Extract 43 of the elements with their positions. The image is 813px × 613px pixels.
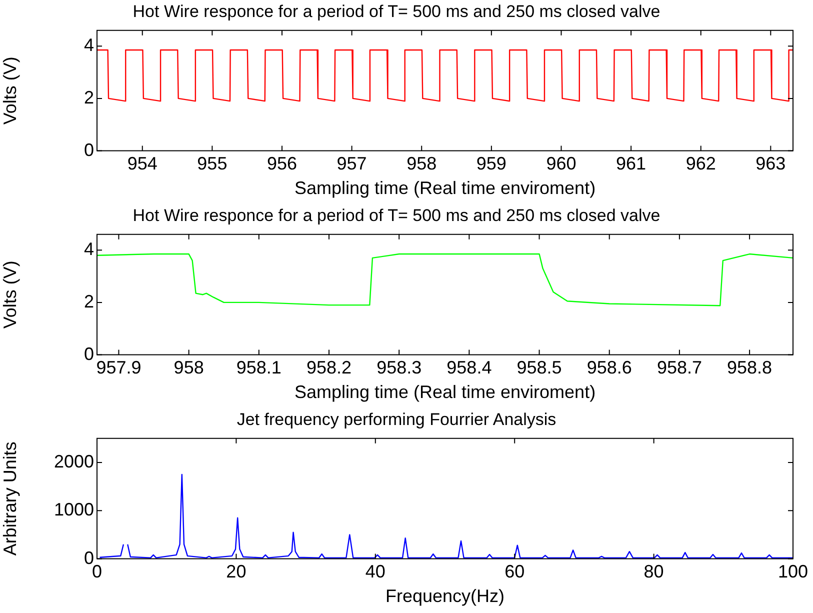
y-axis-title: Volts (V) bbox=[0, 260, 20, 329]
x-tick-label: 963 bbox=[756, 154, 786, 174]
x-tick-label: 961 bbox=[616, 154, 646, 174]
chart-title: Hot Wire responce for a period of T= 500 ms and 250 ms closed valve bbox=[132, 2, 660, 21]
x-tick-label: 958.7 bbox=[656, 358, 702, 378]
x-tick-label: 958 bbox=[406, 154, 437, 174]
chart-title: Jet frequency performing Fourrier Analysis bbox=[236, 410, 556, 429]
y-tick-label: 0 bbox=[84, 548, 94, 568]
x-axis-title: Sampling time (Real time enviroment) bbox=[294, 178, 596, 198]
x-tick-label: 958.6 bbox=[586, 358, 632, 378]
chart-title: Hot Wire responce for a period of T= 500 ms and 250 ms closed valve bbox=[132, 206, 660, 225]
x-tick-label: 958 bbox=[174, 358, 204, 378]
x-tick-label: 100 bbox=[778, 562, 808, 582]
y-tick-label: 1000 bbox=[54, 500, 94, 520]
y-tick-label: 0 bbox=[84, 140, 94, 160]
x-tick-label: 80 bbox=[644, 562, 664, 582]
y-axis-title: Arbitrary Units bbox=[0, 442, 20, 556]
y-tick-label: 4 bbox=[84, 239, 94, 260]
y-tick-label: 2 bbox=[84, 87, 94, 108]
x-tick-label: 958.8 bbox=[727, 358, 772, 378]
x-tick-label: 958.3 bbox=[376, 358, 422, 378]
x-tick-label: 955 bbox=[197, 154, 228, 174]
x-tick-label: 40 bbox=[365, 562, 386, 582]
y-tick-label: 2 bbox=[84, 291, 94, 312]
x-tick-label: 20 bbox=[226, 562, 246, 582]
y-tick-label: 0 bbox=[84, 344, 94, 364]
y-tick-label: 2000 bbox=[54, 451, 94, 472]
x-tick-label: 956 bbox=[266, 154, 298, 174]
x-tick-label: 60 bbox=[504, 562, 525, 582]
x-tick-label: 958.2 bbox=[306, 358, 352, 378]
x-tick-label: 954 bbox=[127, 154, 158, 174]
x-tick-label: 957.9 bbox=[96, 358, 142, 378]
y-tick-label: 4 bbox=[84, 35, 94, 56]
x-tick-label: 959 bbox=[476, 154, 506, 174]
y-axis-title: Volts (V) bbox=[0, 56, 20, 125]
x-axis-title: Sampling time (Real time enviroment) bbox=[294, 382, 596, 402]
x-tick-label: 962 bbox=[686, 154, 716, 174]
x-tick-label: 958.5 bbox=[516, 358, 562, 378]
x-tick-label: 958.4 bbox=[446, 358, 492, 378]
x-tick-label: 958.1 bbox=[236, 358, 282, 378]
x-tick-label: 957 bbox=[336, 154, 367, 174]
x-axis-title: Frequency(Hz) bbox=[385, 586, 505, 606]
x-tick-label: 960 bbox=[546, 154, 576, 174]
